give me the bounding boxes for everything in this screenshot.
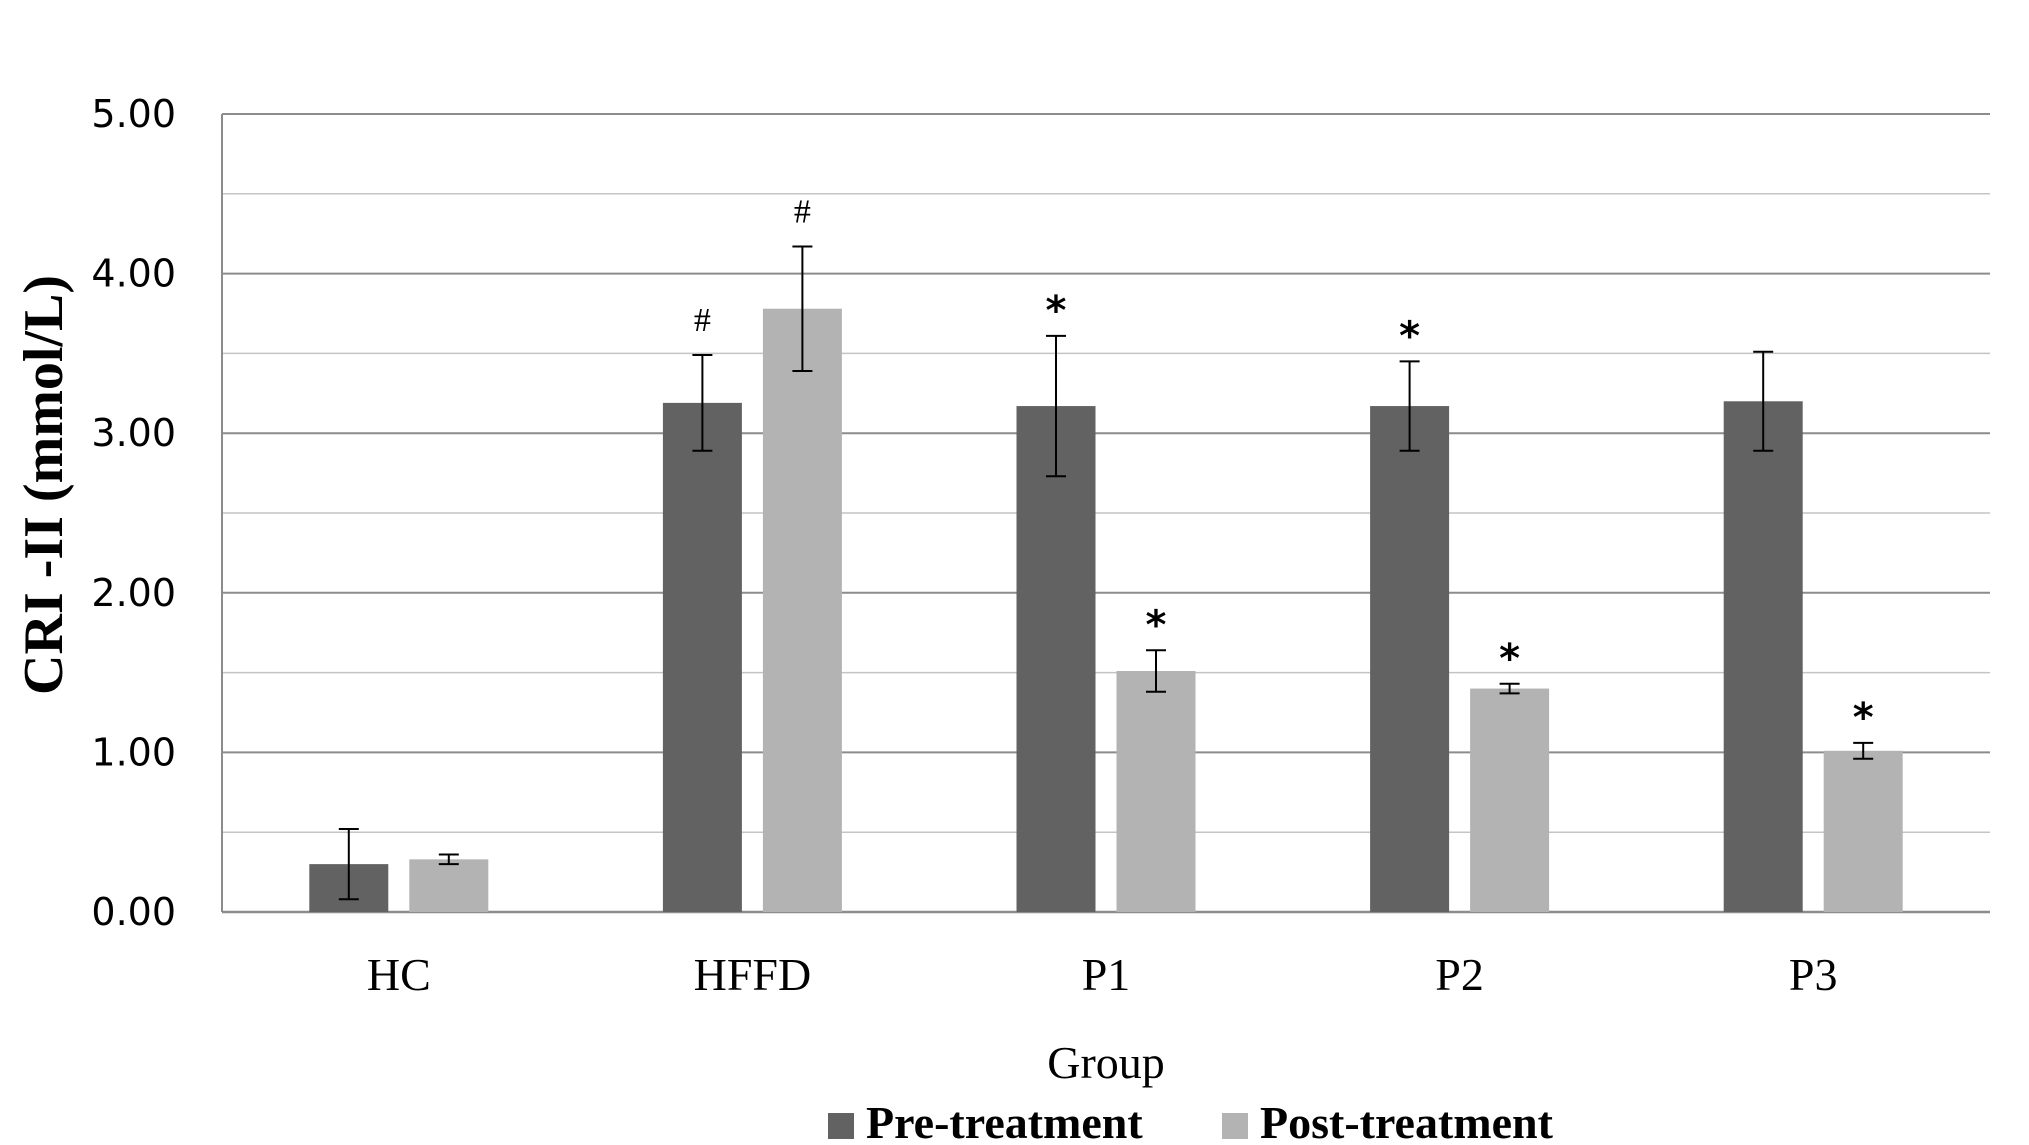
error-bar xyxy=(692,353,713,452)
significance-hash: # xyxy=(794,193,811,230)
error-bar xyxy=(1146,649,1166,693)
y-axis-label: CRI -II (mmol/L) xyxy=(13,275,75,695)
significance-hash: # xyxy=(694,302,711,339)
error-bar xyxy=(438,853,459,866)
error-bar xyxy=(1853,741,1874,760)
y-tick-label: 4.00 xyxy=(91,252,176,296)
legend-label-post-treatment: Post-treatment xyxy=(1260,1097,1554,1145)
gridlines xyxy=(222,113,1990,833)
significance-star: * xyxy=(1399,313,1420,359)
significance-annotations: # # * * * * * xyxy=(694,193,1874,740)
bar-post-treatment xyxy=(409,859,489,912)
x-axis-categories: HC HFFD P1 P2 P3 xyxy=(367,949,1838,1000)
significance-star: * xyxy=(1046,288,1067,334)
x-axis-label: Group xyxy=(1047,1037,1165,1088)
x-tick-label: P2 xyxy=(1435,949,1484,1000)
bar-pre-treatment xyxy=(662,402,742,912)
y-tick-label: 0.00 xyxy=(91,890,176,934)
legend-swatch-post-treatment xyxy=(1222,1113,1248,1139)
bars xyxy=(309,308,1903,912)
y-tick-label: 1.00 xyxy=(91,730,176,774)
significance-star: * xyxy=(1499,636,1520,682)
significance-star: * xyxy=(1146,602,1167,648)
y-tick-label: 2.00 xyxy=(91,571,176,615)
bar-post-treatment xyxy=(1823,750,1903,912)
bar-pre-treatment xyxy=(1370,406,1450,912)
significance-star: * xyxy=(1853,695,1874,741)
x-tick-label: P1 xyxy=(1082,949,1131,1000)
error-bar xyxy=(1046,334,1066,478)
y-tick-label: 5.00 xyxy=(91,92,176,136)
y-axis-ticks: 0.00 1.00 2.00 3.00 4.00 5.00 xyxy=(91,92,176,934)
bar-post-treatment xyxy=(762,308,842,912)
x-tick-label: HC xyxy=(367,949,431,1000)
bar-pre-treatment xyxy=(1723,401,1803,912)
x-tick-label: HFFD xyxy=(694,949,812,1000)
error-bar xyxy=(1753,350,1774,452)
error-bar xyxy=(338,828,359,901)
bar-pre-treatment xyxy=(1016,406,1096,912)
error-bar xyxy=(792,245,813,372)
bar-post-treatment xyxy=(1116,671,1196,912)
error-bars xyxy=(338,245,1874,901)
error-bar xyxy=(1399,360,1420,452)
error-bar xyxy=(1499,682,1520,695)
x-tick-label: P3 xyxy=(1789,949,1838,1000)
y-tick-label: 3.00 xyxy=(91,411,176,455)
legend-label-pre-treatment: Pre-treatment xyxy=(866,1097,1143,1145)
legend: Pre-treatment Post-treatment xyxy=(828,1097,1554,1145)
bar-post-treatment xyxy=(1470,688,1550,912)
legend-swatch-pre-treatment xyxy=(828,1113,854,1139)
plot-frame xyxy=(221,114,1990,914)
